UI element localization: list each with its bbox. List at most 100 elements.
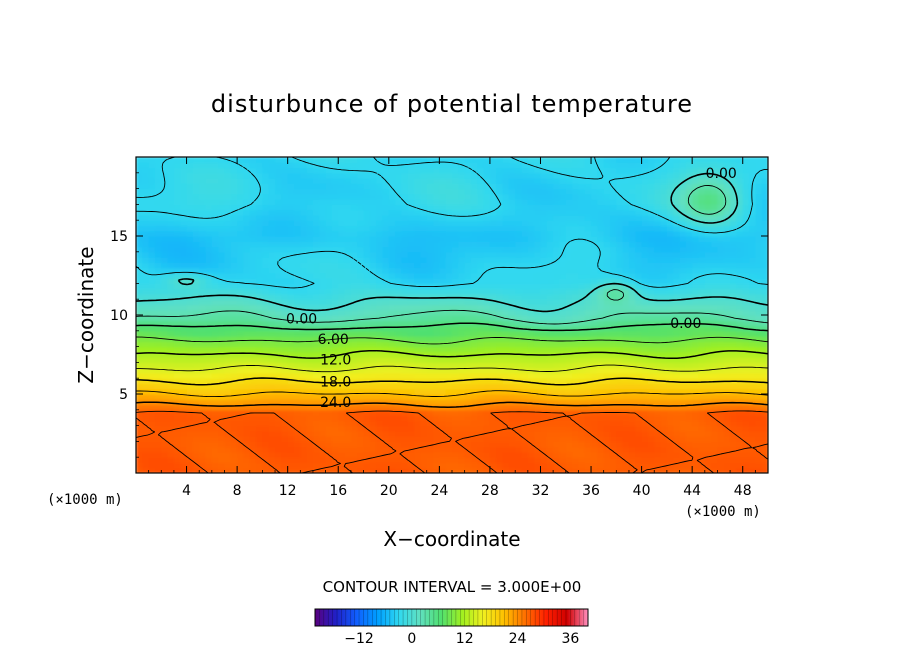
field-cell: [249, 383, 257, 390]
field-cell: [489, 257, 497, 263]
field-cell: [401, 430, 409, 437]
field-cell: [742, 330, 750, 337]
field-cell: [749, 457, 756, 464]
field-cell: [597, 262, 605, 269]
field-cell: [142, 451, 150, 458]
field-cell: [711, 388, 719, 395]
field-cell: [534, 446, 542, 453]
field-cell: [666, 351, 674, 358]
field-cell: [180, 388, 188, 395]
field-cell: [527, 225, 535, 232]
field-cell: [218, 315, 226, 321]
field-cell: [673, 362, 681, 369]
field-cell: [483, 293, 491, 300]
field-cell: [673, 399, 681, 406]
field-cell: [711, 230, 719, 237]
field-cell: [445, 362, 453, 369]
field-cell: [584, 315, 592, 321]
field-cell: [331, 267, 339, 274]
field-cell: [312, 330, 320, 337]
field-cell: [730, 325, 737, 332]
field-cell: [761, 372, 768, 379]
field-cell: [401, 309, 409, 316]
field-cell: [218, 362, 226, 369]
field-cell: [268, 272, 276, 279]
field-cell: [527, 394, 535, 400]
field-cell: [180, 278, 188, 284]
field-cell: [635, 320, 643, 327]
field-cell: [433, 251, 440, 258]
field-cell: [666, 251, 674, 258]
field-cell: [414, 251, 421, 258]
field-cell: [319, 330, 327, 337]
field-cell: [363, 467, 371, 473]
field-cell: [249, 336, 257, 342]
field-cell: [420, 467, 428, 473]
field-cell: [616, 272, 624, 279]
field-cell: [521, 341, 529, 348]
field-cell: [218, 272, 226, 279]
field-cell: [363, 415, 371, 421]
field-cell: [698, 378, 706, 385]
field-cell: [407, 425, 415, 432]
field-cell: [388, 278, 396, 284]
field-cell: [483, 378, 491, 385]
field-cell: [546, 330, 554, 337]
field-cell: [597, 241, 605, 248]
field-cell: [660, 293, 668, 300]
field-cell: [363, 299, 371, 306]
field-cell: [294, 214, 301, 221]
field-cell: [749, 315, 756, 321]
field-cell: [635, 346, 643, 353]
field-cell: [376, 225, 384, 232]
field-cell: [565, 446, 573, 453]
field-cell: [262, 330, 270, 337]
field-cell: [205, 220, 213, 227]
field-cell: [344, 304, 352, 311]
field-cell: [723, 351, 731, 358]
field-cell: [344, 272, 352, 279]
field-cell: [679, 383, 687, 390]
field-cell: [502, 214, 510, 221]
field-cell: [647, 220, 655, 227]
field-cell: [262, 336, 270, 342]
field-cell: [148, 257, 156, 263]
field-cell: [256, 372, 263, 379]
field-cell: [616, 378, 624, 385]
field-cell: [136, 230, 143, 237]
field-cell: [148, 346, 156, 353]
field-cell: [357, 304, 365, 311]
field-cell: [395, 383, 403, 390]
field-cell: [205, 367, 213, 374]
field-cell: [369, 315, 377, 321]
field-cell: [281, 230, 289, 237]
field-cell: [262, 309, 270, 316]
field-cell: [755, 309, 763, 316]
field-cell: [692, 430, 700, 437]
field-cell: [338, 388, 346, 395]
field-cell: [761, 293, 768, 300]
field-cell: [717, 330, 725, 337]
field-cell: [338, 251, 346, 258]
field-cell: [237, 293, 245, 300]
field-cell: [597, 272, 605, 279]
field-cell: [635, 415, 643, 421]
field-cell: [685, 420, 693, 427]
field-cell: [414, 467, 421, 473]
field-cell: [654, 236, 662, 242]
field-cell: [173, 404, 181, 411]
field-cell: [578, 330, 586, 337]
field-cell: [142, 330, 150, 337]
field-cell: [730, 309, 737, 316]
field-cell: [755, 351, 763, 358]
field-cell: [749, 394, 756, 400]
field-cell: [205, 330, 213, 337]
field-cell: [578, 299, 586, 306]
field-cell: [287, 446, 295, 453]
field-cell: [679, 315, 687, 321]
field-cell: [154, 315, 162, 321]
field-cell: [470, 225, 478, 232]
field-cell: [256, 320, 263, 327]
field-cell: [224, 362, 232, 369]
field-cell: [470, 330, 478, 337]
